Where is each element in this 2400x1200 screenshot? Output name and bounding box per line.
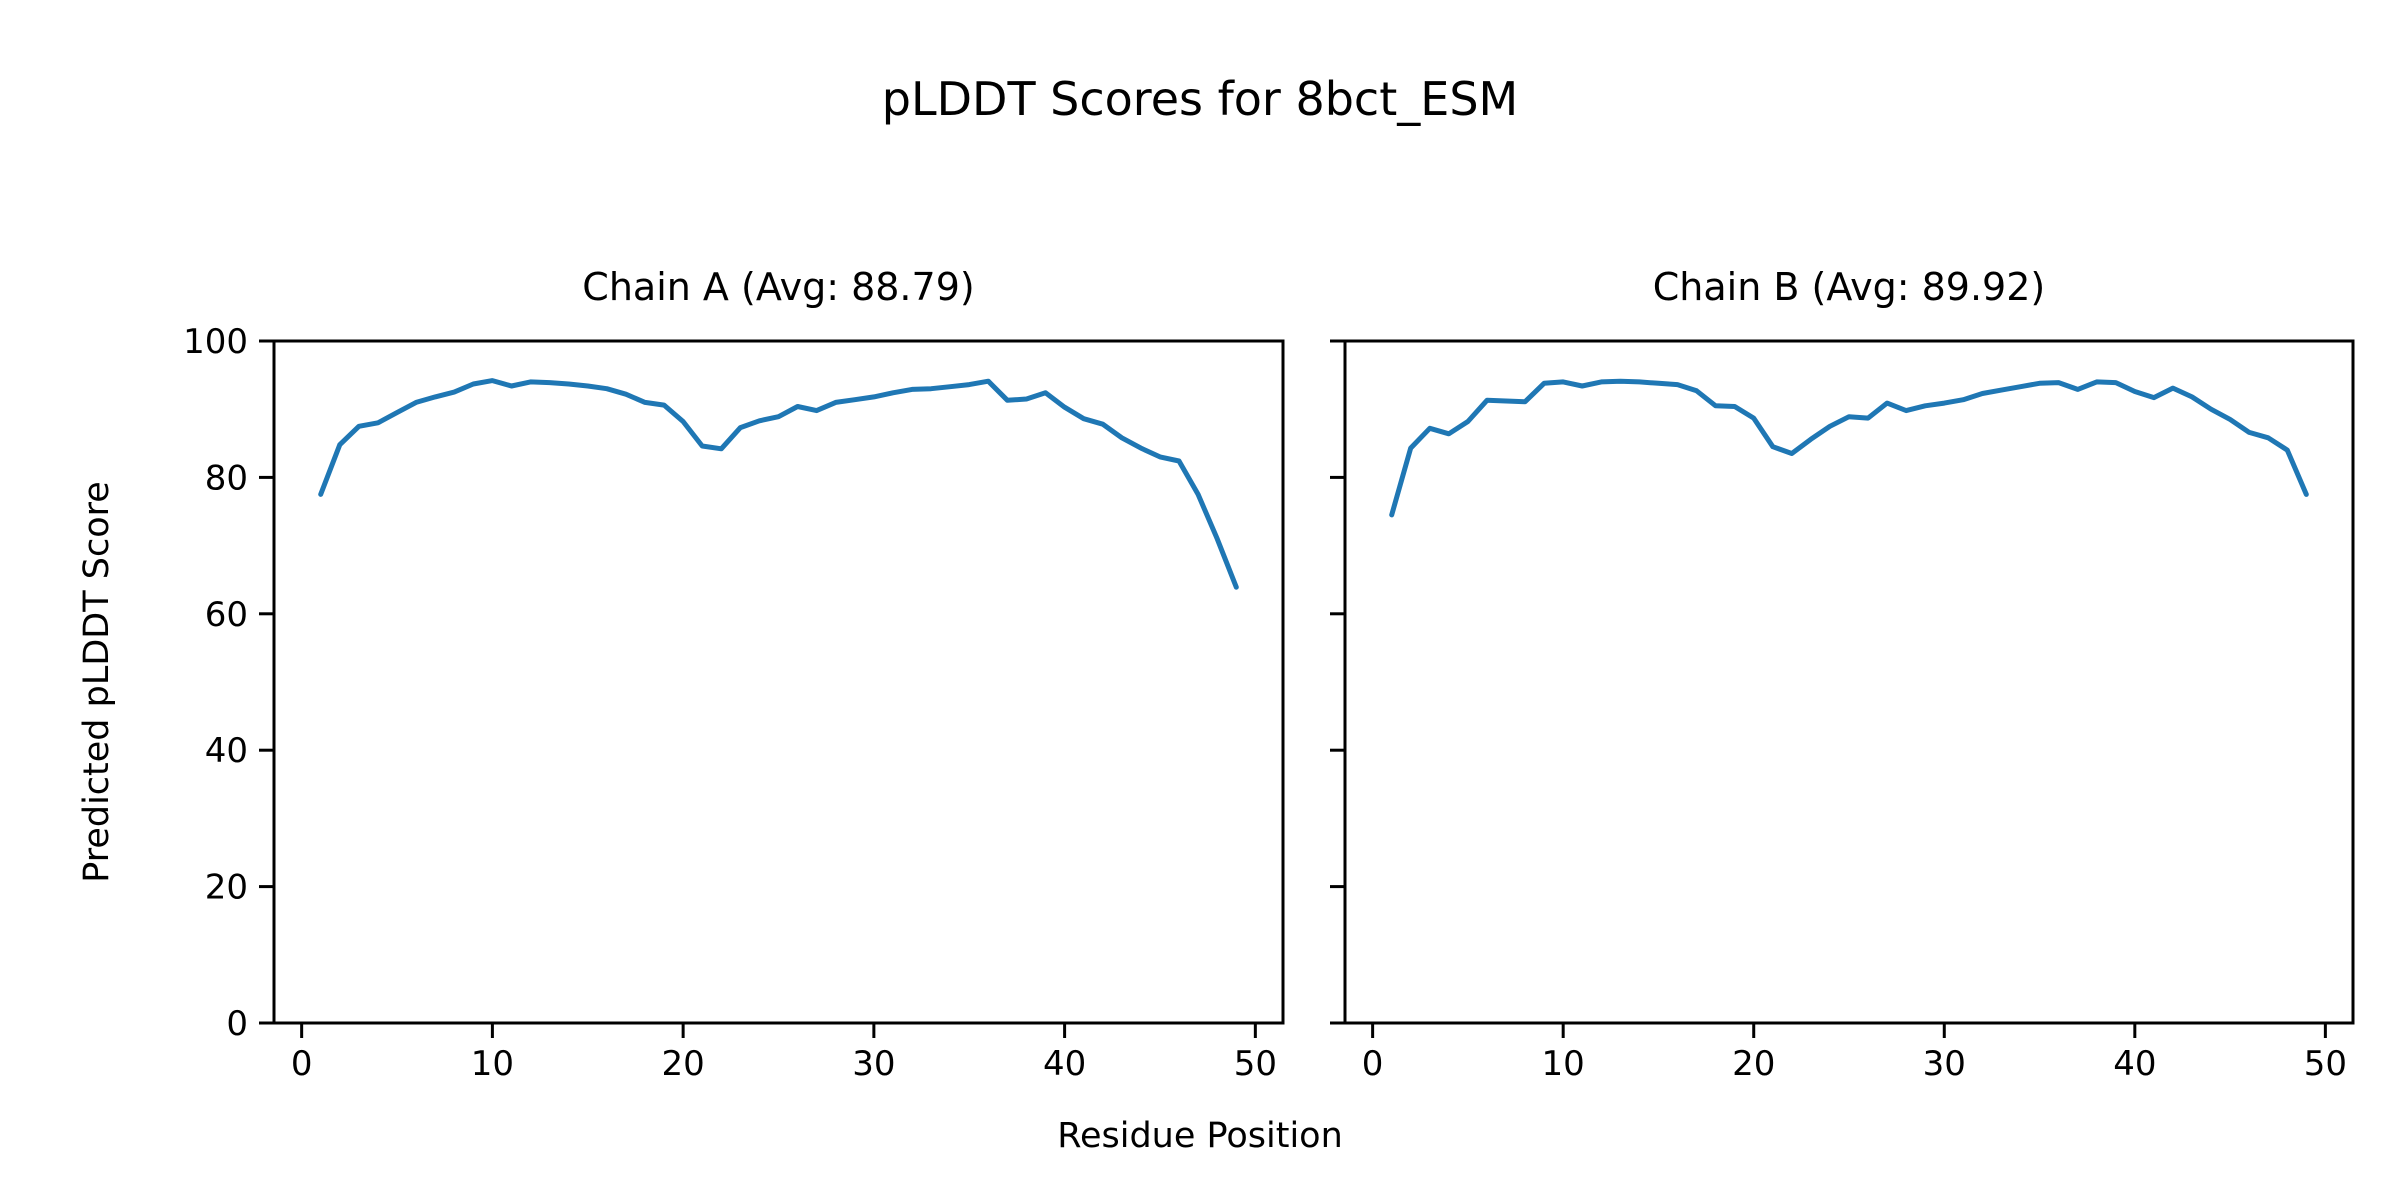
y-tick-label: 80 xyxy=(205,458,248,498)
y-tick-label: 40 xyxy=(205,731,248,771)
x-tick-label: 10 xyxy=(471,1044,514,1084)
x-tick-label: 0 xyxy=(1362,1044,1384,1084)
x-tick-label: 10 xyxy=(1542,1044,1585,1084)
y-tick-label: 100 xyxy=(183,322,248,362)
x-tick-label: 40 xyxy=(1043,1044,1086,1084)
figure-title: pLDDT Scores for 8bct_ESM xyxy=(881,72,1519,126)
axes-frame xyxy=(1343,339,2355,1025)
x-tick-label: 50 xyxy=(2304,1044,2347,1084)
subplot-chain-b: Chain B (Avg: 89.92) 0 10 20 30 40 50 xyxy=(1330,265,2355,1084)
plddt-line xyxy=(318,378,1239,590)
axes-chain-a: 0 10 20 30 40 50 0 20 40 60 80 100 xyxy=(183,322,1285,1084)
subplot-title-chain-b: Chain B (Avg: 89.92) xyxy=(1652,265,2046,309)
x-axis-label: Residue Position xyxy=(1057,1116,1343,1156)
axes-frame xyxy=(272,339,1285,1025)
y-tick-label: 0 xyxy=(226,1004,248,1044)
x-tick-label: 40 xyxy=(2113,1044,2156,1084)
x-tick-label: 50 xyxy=(1234,1044,1277,1084)
plddt-line xyxy=(1389,378,2309,518)
x-tick-label: 20 xyxy=(661,1044,704,1084)
y-tick-label: 20 xyxy=(205,868,248,908)
x-tick-label: 0 xyxy=(291,1044,313,1084)
x-tick-label: 30 xyxy=(1923,1044,1966,1084)
subplot-chain-a: Chain A (Avg: 88.79) 0 10 20 30 40 50 0 20 40 60 8… xyxy=(183,265,1285,1084)
x-tick-label: 20 xyxy=(1732,1044,1775,1084)
subplot-title-chain-a: Chain A (Avg: 88.79) xyxy=(582,265,975,309)
axes-chain-b: 0 10 20 30 40 50 xyxy=(1330,339,2355,1084)
x-tick-label: 30 xyxy=(852,1044,895,1084)
y-axis-label: Predicted pLDDT Score xyxy=(77,481,117,883)
y-tick-label: 60 xyxy=(205,595,248,635)
